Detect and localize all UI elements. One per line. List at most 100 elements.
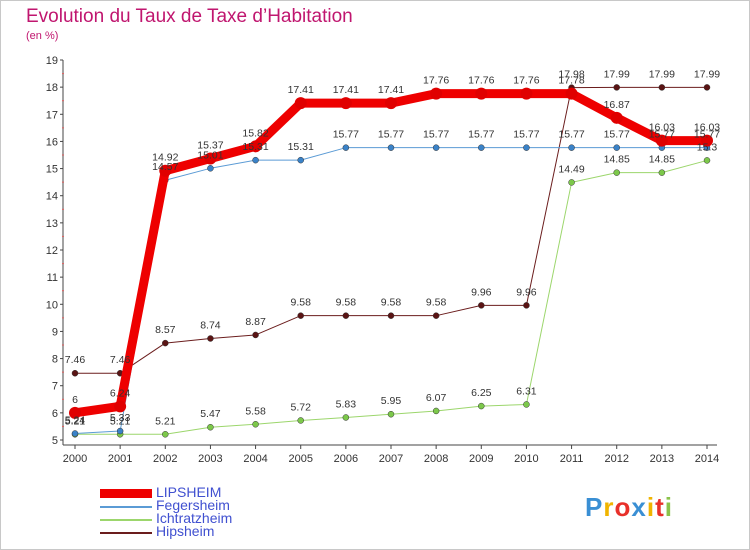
data-label: 5.21 (155, 415, 176, 427)
data-label: 17.98 (558, 69, 584, 81)
y-tick-label: 5 (52, 435, 58, 447)
data-point (252, 421, 259, 428)
data-point (162, 339, 169, 347)
data-point (430, 87, 443, 100)
data-point (342, 414, 350, 421)
data-point (342, 312, 350, 319)
data-point (568, 179, 575, 186)
data-label: 5.47 (200, 408, 221, 420)
legend-label: Fegersheim (156, 497, 230, 513)
data-label: 17.99 (694, 68, 720, 80)
data-label: 17.76 (468, 75, 494, 87)
legend-swatch (100, 506, 152, 508)
data-label: 17.41 (288, 84, 314, 96)
data-label: 5.58 (245, 405, 266, 417)
y-tick-label: 7 (52, 381, 58, 393)
data-point (116, 427, 124, 435)
data-label: 14.92 (152, 152, 178, 164)
y-tick-label: 19 (46, 55, 58, 67)
data-point (432, 312, 440, 319)
data-label: 6 (72, 394, 78, 406)
data-label: 16.03 (694, 122, 720, 134)
logo-letter: x (631, 492, 647, 522)
legend-label: Hipsheim (156, 523, 215, 539)
data-label: 15.31 (242, 141, 268, 153)
data-label: 8.87 (245, 316, 266, 328)
logo-letter: P (585, 492, 604, 522)
data-point (159, 164, 172, 177)
data-point (207, 423, 214, 431)
x-tick-label: 2007 (379, 453, 403, 465)
data-label: 8.74 (200, 319, 221, 331)
data-label: 14.57 (152, 161, 178, 173)
data-label: 16.87 (604, 99, 630, 111)
data-label: 15.77 (694, 129, 720, 141)
data-point (252, 156, 259, 164)
data-label: 6.24 (110, 387, 131, 399)
y-tick-label: 18 (46, 82, 58, 94)
data-point (655, 134, 668, 147)
proxiti-logo: Proxiti (585, 492, 673, 523)
data-label: 15.77 (378, 129, 404, 141)
y-tick-label: 15 (46, 164, 58, 176)
data-label: 15.37 (197, 140, 223, 152)
x-tick-label: 2003 (198, 453, 222, 465)
x-tick-label: 2004 (243, 453, 267, 465)
data-label: 5.24 (65, 414, 86, 426)
data-point (523, 302, 530, 309)
data-point (114, 400, 127, 413)
data-point (658, 84, 666, 91)
data-label: 5.21 (65, 415, 86, 427)
legend-label: LIPSHEIM (156, 484, 222, 500)
data-point (204, 152, 217, 165)
data-point (207, 165, 214, 172)
y-tick-label: 10 (46, 299, 58, 311)
data-label: 14.49 (558, 163, 584, 175)
data-point (475, 87, 488, 100)
data-point (71, 430, 79, 437)
data-label: 17.41 (378, 84, 404, 96)
data-label: 17.76 (423, 75, 449, 87)
y-tick-label: 12 (46, 245, 58, 257)
data-label: 6.25 (471, 387, 492, 399)
data-label: 17.41 (333, 84, 359, 96)
data-label: 15.77 (513, 129, 539, 141)
data-label: 15.31 (288, 141, 314, 153)
logo-letter: t (655, 492, 665, 522)
data-label: 17.76 (513, 75, 539, 87)
data-point (658, 169, 666, 176)
data-point (297, 312, 304, 319)
x-tick-label: 2014 (695, 453, 719, 465)
data-point (432, 407, 440, 415)
y-tick-label: 8 (52, 354, 58, 366)
data-label: 5.33 (110, 412, 131, 424)
legend-swatch (100, 532, 152, 534)
data-point (71, 369, 79, 377)
logo-letter: o (614, 492, 632, 522)
y-tick-label: 9 (52, 326, 58, 338)
data-label: 15.82 (242, 127, 268, 139)
data-label: 9.96 (471, 286, 492, 298)
data-point (432, 144, 440, 151)
data-point (613, 169, 620, 176)
data-point (385, 97, 397, 110)
data-point (478, 302, 485, 309)
data-point (162, 431, 169, 438)
data-label: 7.46 (110, 354, 131, 366)
data-point (342, 144, 350, 151)
data-label: 15.01 (197, 149, 223, 161)
data-label: 14.85 (604, 154, 630, 166)
y-tick-label: 14 (46, 191, 58, 203)
x-tick-label: 2008 (424, 453, 448, 465)
data-label: 7.46 (65, 354, 86, 366)
data-label: 17.99 (604, 68, 630, 80)
data-label: 15.77 (468, 129, 494, 141)
y-tick-label: 6 (52, 408, 58, 420)
data-point (249, 140, 262, 153)
logo-letter: r (603, 492, 615, 522)
data-point (387, 410, 395, 418)
data-point (207, 335, 214, 342)
data-label: 17.99 (649, 68, 675, 80)
